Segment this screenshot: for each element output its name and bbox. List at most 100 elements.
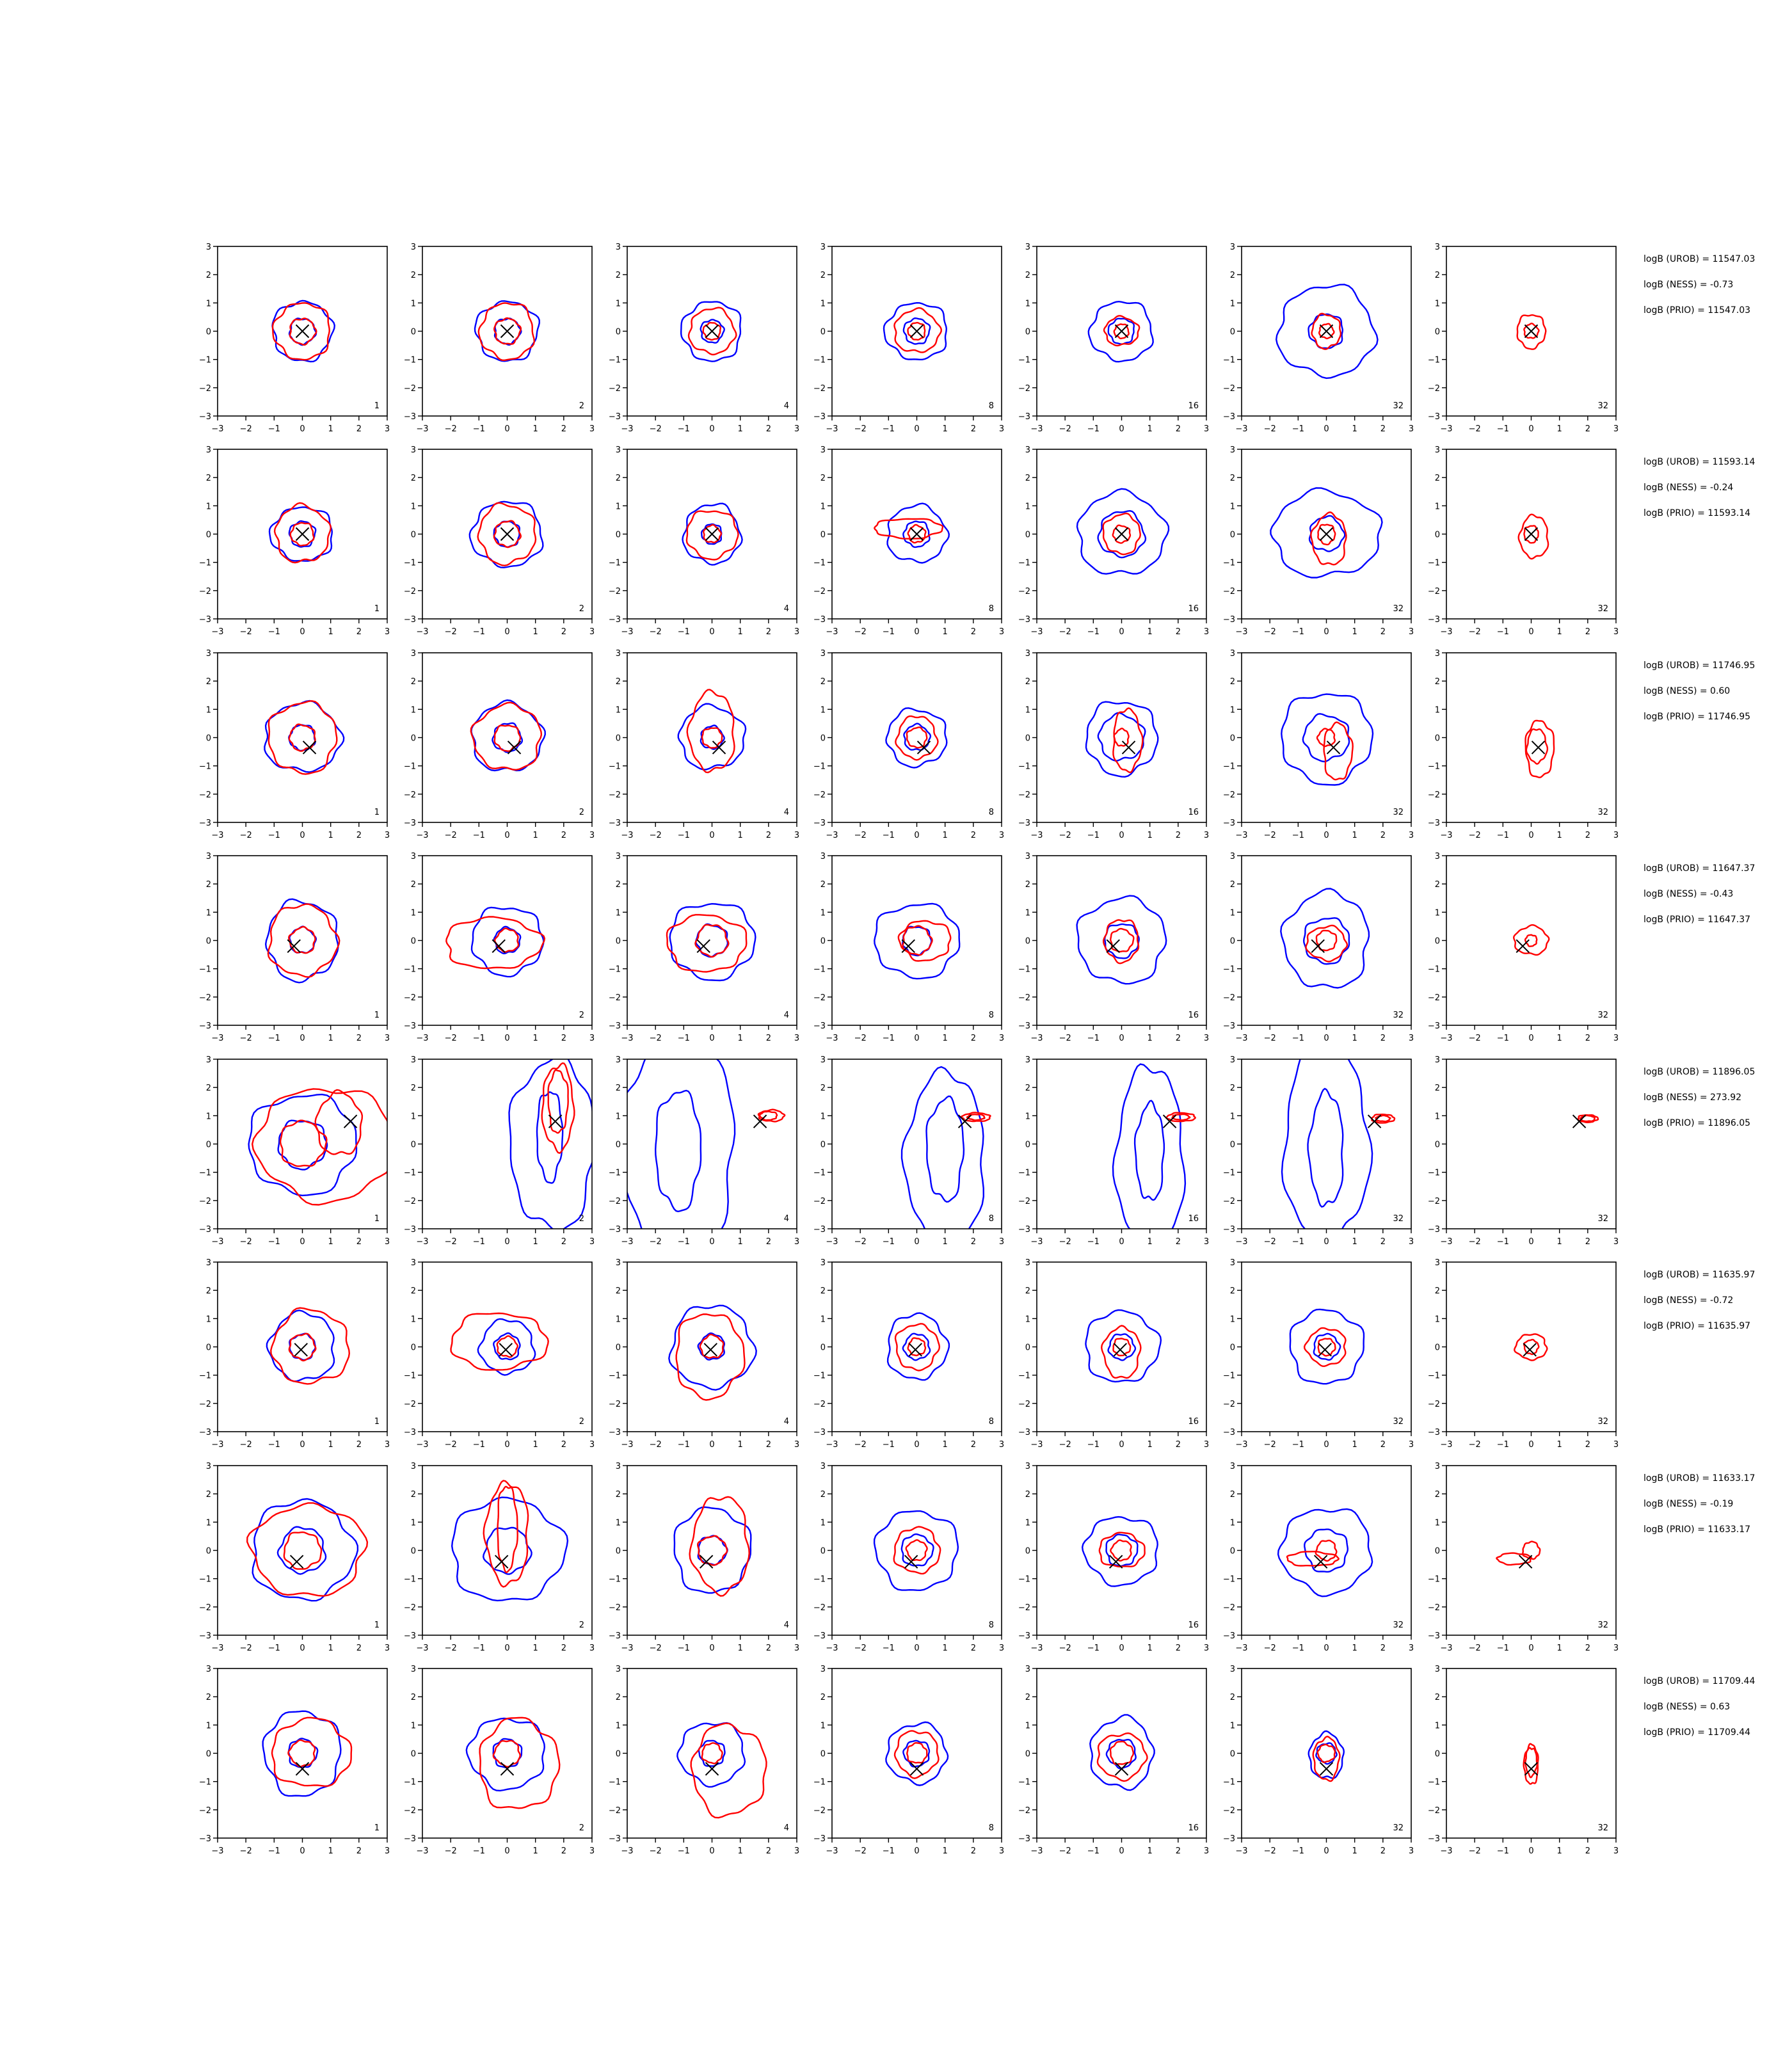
panel-r7-c2: −3−3 −2 −2 −1 −1 0 0 1 1 2 2 3 3 2 [404,1462,595,1653]
panel-label: 4 [784,1620,789,1630]
x-tick-label: −1 [1497,424,1509,434]
red-contour [1375,1114,1391,1123]
panel-r3-c4: −3−3 −2 −2 −1 −1 0 0 1 1 2 2 3 3 8 [813,649,1004,840]
x-tick-label: −3 [621,1237,633,1247]
blue-contour [698,1740,726,1767]
x-tick-label: 1 [1148,1846,1153,1856]
y-tick-label: −1 [199,762,211,772]
x-tick-label: −2 [445,1034,457,1043]
y-tick-label: −1 [199,1778,211,1788]
x-tick-label: 2 [1585,1440,1590,1450]
x-tick-label: −1 [1292,1846,1304,1856]
y-tick-label: −3 [609,1225,621,1235]
red-contour [1577,1114,1599,1123]
x-tick-label: 0 [1119,1237,1124,1247]
panel-r7-c4: −3−3 −2 −2 −1 −1 0 0 1 1 2 2 3 3 8 [813,1462,1004,1653]
y-tick-label: 1 [820,1315,826,1324]
y-tick-label: −3 [609,1631,621,1641]
y-tick-label: −1 [609,1575,621,1585]
red-contour [288,925,316,954]
x-tick-label: −1 [473,627,485,637]
axes-frame [1241,1261,1412,1432]
panel-r8-c3: −3−3 −2 −2 −1 −1 0 0 1 1 2 2 3 3 4 [609,1665,799,1856]
x-tick-label: 2 [971,1034,976,1043]
x-tick-label: −1 [268,627,280,637]
x-tick-label: 0 [1119,424,1124,434]
plot-area [1275,284,1379,380]
red-contour [287,1739,316,1768]
x-tick-label: −3 [1030,1846,1043,1856]
red-contour [1110,1539,1132,1562]
red-contour [905,1539,928,1562]
red-contour [1113,728,1130,747]
x-tick-label: 2 [561,1237,566,1247]
y-tick-label: 2 [1435,1084,1440,1093]
x-tick-label: −2 [854,1440,867,1450]
x-tick-label: 3 [1613,1846,1619,1856]
logb-annotation: logB (PRIO) = 11635.97 [1644,1321,1750,1331]
x-tick-label: 1 [328,424,333,434]
y-tick-label: 2 [616,880,621,890]
x-tick-label: −2 [1264,1846,1276,1856]
y-tick-label: 1 [616,1518,621,1528]
y-tick-label: 3 [411,1055,416,1065]
y-tick-label: 1 [206,1112,211,1121]
plot-area [451,1480,569,1602]
panel-r4-c6: −3−3 −2 −2 −1 −1 0 0 1 1 2 2 3 3 32 [1223,852,1414,1043]
blue-contour [1313,1332,1341,1361]
x-tick-label: −1 [883,1034,895,1043]
y-tick-label: 2 [1025,1286,1030,1296]
blue-contour [271,300,336,363]
x-tick-label: −3 [416,424,428,434]
x-tick-label: 3 [1613,1034,1619,1043]
axes-frame [1446,1059,1617,1229]
x-tick-label: 3 [385,424,390,434]
logb-annotation: logB (PRIO) = 11709.44 [1644,1727,1750,1738]
y-tick-label: 3 [820,1055,826,1065]
panel-r1-c7: −3−3 −2 −2 −1 −1 0 0 1 1 2 2 3 3 32 [1428,243,1619,434]
y-tick-label: −1 [1018,762,1030,772]
x-tick-label: 3 [589,1846,595,1856]
red-contour [273,502,332,564]
x-tick-label: −1 [678,1644,690,1653]
blue-contour [669,902,756,982]
x-tick-label: 2 [971,1237,976,1247]
plot-area [266,1307,351,1385]
y-tick-label: −1 [609,1372,621,1381]
x-tick-label: 0 [1324,831,1329,840]
y-tick-label: 0 [1230,531,1235,540]
y-tick-label: −3 [404,819,416,828]
x-tick-label: −3 [416,1440,428,1450]
y-tick-label: 2 [206,1286,211,1296]
x-tick-label: 0 [1528,1440,1533,1450]
red-contour [270,1307,351,1385]
x-tick-label: 3 [999,831,1004,840]
y-tick-label: 3 [616,1055,621,1065]
x-tick-label: 3 [385,831,390,840]
y-tick-label: 3 [1435,1258,1440,1268]
x-tick-label: 2 [561,1846,566,1856]
marker-x [548,1114,563,1128]
y-tick-label: 1 [1025,299,1030,308]
y-tick-label: 3 [411,1462,416,1471]
logb-annotation: logB (PRIO) = 11633.17 [1644,1524,1750,1535]
x-tick-label: −3 [621,831,633,840]
x-tick-label: 0 [1324,1237,1329,1247]
y-tick-label: −3 [404,1631,416,1641]
axes-frame [1241,855,1412,1026]
x-tick-label: 1 [533,424,538,434]
y-tick-label: −3 [404,1834,416,1844]
red-contour [1109,1740,1135,1765]
marker-x [494,1555,509,1569]
x-tick-label: 0 [914,1440,919,1450]
plot-area [1524,719,1555,779]
x-tick-label: −3 [826,1846,838,1856]
red-contour [1096,1732,1148,1782]
x-tick-label: 3 [1613,1237,1619,1247]
x-tick-label: 3 [589,627,595,637]
red-contour [699,1333,724,1359]
y-tick-label: 3 [1025,445,1030,455]
panel-r5-c3: −3−3 −2 −2 −1 −1 0 0 1 1 2 2 3 3 4 [609,1055,799,1247]
logb-annotation: logB (UROB) = 11896.05 [1644,1067,1755,1077]
x-tick-label: 1 [943,1846,948,1856]
